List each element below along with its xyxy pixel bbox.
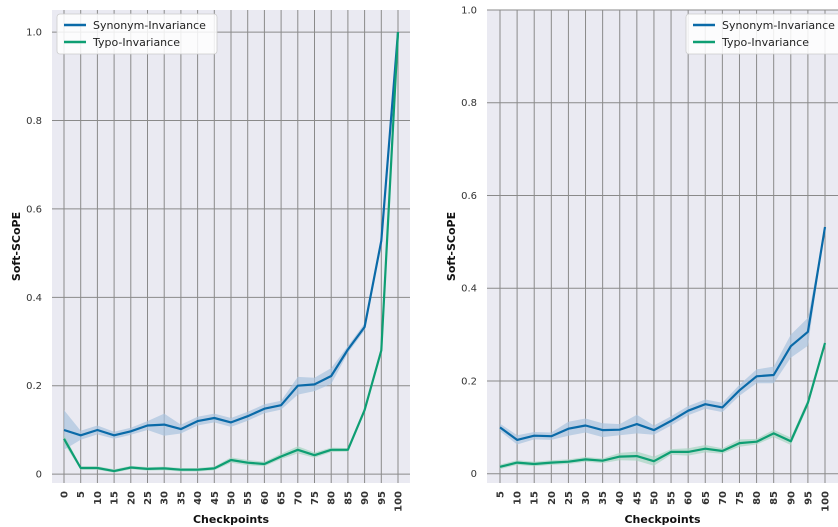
x-tick-label: 95 (803, 491, 814, 505)
x-tick-label: 25 (143, 491, 154, 505)
y-tick-label: 0.6 (461, 191, 477, 202)
x-tick-label: 30 (160, 491, 171, 505)
y-tick-label: 0.2 (461, 376, 477, 387)
x-tick-label: 75 (735, 491, 746, 505)
chart-1: 00.20.40.60.81.00 5 10 15 20 25 30 35 40 45 50 55 60… (10, 10, 410, 526)
x-axis-label: Checkpoints (624, 513, 700, 526)
x-tick-label: 85 (343, 491, 354, 505)
y-tick-label: 0.2 (26, 381, 42, 392)
legend-box (56, 13, 218, 55)
x-tick-label: 25 (564, 491, 575, 505)
synonym-legend-label: Synonym-Invariance (93, 19, 206, 32)
x-tick-label: 70 (293, 491, 304, 505)
x-tick-label: 80 (752, 491, 763, 505)
x-tick-label: 40 (615, 491, 626, 505)
x-tick-label: 60 (260, 491, 271, 505)
x-tick-label: 40 (193, 491, 204, 505)
legend: Synonym-Invariance Typo-Invariance (685, 13, 838, 55)
x-tick-label: 20 (126, 491, 137, 505)
x-tick-label: 95 (377, 491, 388, 505)
x-tick-label: 20 (547, 491, 558, 505)
typo-legend-label: Typo-Invariance (721, 36, 809, 49)
x-tick-label: 10 (93, 491, 104, 505)
y-tick-label: 0 (36, 470, 42, 481)
x-tick-label: 30 (581, 491, 592, 505)
x-tick-label: 65 (701, 491, 712, 505)
y-tick-label: 0.8 (26, 116, 42, 127)
synonym-series-line (499, 226, 827, 441)
x-tick-label: 50 (649, 491, 660, 505)
y-tick-label: 0.4 (461, 284, 477, 295)
x-tick-label: 35 (598, 491, 609, 505)
y-axis-label: Soft-SCoPE (445, 212, 458, 281)
x-tick-label: 85 (769, 491, 780, 505)
y-tick-label: 0 (471, 469, 477, 480)
x-tick-label: 60 (684, 491, 695, 505)
x-tick-label: 10 (513, 491, 524, 505)
x-tick-label: 100 (394, 491, 405, 512)
x-tick-label: 15 (110, 491, 121, 505)
x-tick-label: 75 (310, 491, 321, 505)
x-tick-label: 35 (176, 491, 187, 505)
x-tick-label: 90 (786, 491, 797, 505)
legend: Synonym-Invariance Typo-Invariance (56, 13, 218, 55)
y-tick-label: 0.8 (461, 98, 477, 109)
y-tick-label: 0.4 (26, 293, 42, 304)
y-axis-label: Soft-SCoPE (10, 212, 23, 281)
y-tick-label: 0.6 (26, 204, 42, 215)
legend-box (685, 13, 838, 55)
typo-legend-label: Typo-Invariance (92, 36, 180, 49)
synonym-series-line (63, 32, 400, 437)
x-tick-label: 70 (718, 491, 729, 505)
plot-background (487, 10, 838, 483)
x-tick-label: 5 (76, 491, 87, 498)
x-tick-label: 5 (496, 491, 507, 498)
x-tick-label: 50 (227, 491, 238, 505)
x-tick-label: 45 (210, 491, 221, 505)
x-axis-label: Checkpoints (193, 513, 269, 526)
synonym-legend-label: Synonym-Invariance (722, 19, 835, 32)
chart-2: 0 0.2 0.4 0.6 0.8 1.0 5 10 15 20 25 30 35 40 45 50 55 60 6… (445, 6, 838, 526)
synonym-confidence-band (500, 227, 825, 445)
y-tick-label: 1.0 (461, 6, 477, 17)
x-tick-label: 45 (632, 491, 643, 505)
y-tick-label: 1.0 (26, 28, 42, 39)
x-tick-label: 90 (360, 491, 371, 505)
x-tick-label: 55 (667, 491, 678, 505)
x-tick-label: 0 (60, 491, 71, 498)
x-tick-label: 80 (327, 491, 338, 505)
x-tick-label: 100 (821, 491, 832, 512)
typo-series-line (499, 342, 827, 468)
x-tick-label: 55 (243, 491, 254, 505)
typo-series-line (63, 32, 400, 473)
x-tick-label: 65 (277, 491, 288, 505)
x-tick-label: 15 (530, 491, 541, 505)
